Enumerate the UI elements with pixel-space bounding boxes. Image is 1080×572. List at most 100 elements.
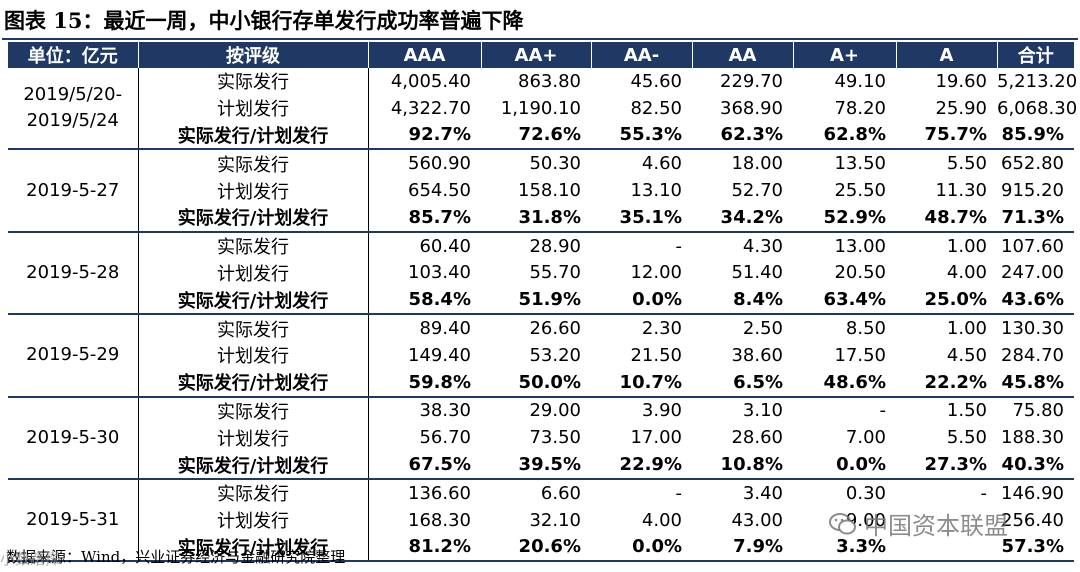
cell-total: 284.70 (1001, 344, 1064, 366)
cell-total: 40.3% (997, 451, 1074, 480)
table-row: 计划发行 149.40 53.20 21.50 38.60 17.50 4.50 284.70 (8, 341, 1074, 369)
cell-a-plus: 25.50 (834, 180, 886, 202)
cell-aa: 28.60 (731, 427, 783, 449)
table-row: 计划发行 168.30 32.10 4.00 43.00 9.00 256.40 (8, 506, 1074, 534)
header-aaa: AAA (367, 42, 481, 68)
cell-a: 1.00 (946, 235, 987, 257)
row-label: 实际发行/计划发行 (138, 203, 369, 233)
cell-aa: 18.00 (731, 153, 783, 175)
ratio-row: 实际发行/计划发行 67.5% 39.5% 22.9% 10.8% 0.0% 27.3% 40… (8, 451, 1074, 480)
cell-a-plus: 13.00 (834, 235, 886, 257)
date-cell: 2019-5-29 (8, 314, 139, 398)
cell-aa-minus: 21.50 (630, 344, 682, 366)
cell-total: 43.6% (997, 286, 1074, 316)
cell-aa: 62.3% (692, 121, 793, 151)
cell-aa-plus: 51.9% (481, 286, 591, 316)
cell-aa-plus: 863.80 (518, 70, 581, 92)
cell-total: 5,213.20 (997, 70, 1078, 92)
ratio-row: 实际发行/计划发行 58.4% 51.9% 0.0% 8.4% 63.4% 25.0% 43.… (8, 286, 1074, 316)
cell-aa-minus: 2.30 (641, 318, 682, 340)
cell-a-plus: 62.8% (793, 121, 896, 151)
ratio-row: 实际发行/计划发行 85.7% 31.8% 35.1% 34.2% 52.9% 48.7% 7… (8, 203, 1074, 233)
cell-aa: 3.40 (742, 482, 783, 504)
cell-total: 256.40 (1001, 509, 1064, 531)
cell-aaa: 85.7% (368, 203, 481, 233)
cell-aaa: 59.8% (368, 368, 481, 398)
cell-a: - (980, 482, 988, 504)
cell-aa-minus: 4.00 (641, 509, 682, 531)
cell-a-plus: 48.6% (793, 368, 896, 398)
cell-a: 25.90 (935, 97, 987, 119)
cell-aa: 7.9% (692, 533, 793, 563)
cell-a: 27.3% (896, 451, 997, 480)
cell-aa-minus: 4.60 (641, 153, 682, 175)
cell-aa: 4.30 (742, 235, 783, 257)
header-rating: 按评级 (137, 42, 368, 68)
table-row: 2019-5-31 实际发行 136.60 6.60-3.40 0.30-146.90 (8, 478, 1074, 563)
table-row: 2019-5-29 实际发行 89.40 26.60 2.30 2.50 8.50 1.00 1… (8, 314, 1074, 398)
cell-a-plus: 13.50 (834, 153, 886, 175)
cell-total: 915.20 (1001, 180, 1064, 202)
cell-aa-plus: 6.60 (540, 482, 581, 504)
cell-aa-minus: 35.1% (591, 203, 692, 233)
table-row: 计划发行 56.70 73.50 17.00 28.60 7.00 5.50 188.30 (8, 424, 1074, 452)
cell-a-plus: 7.00 (845, 427, 886, 449)
table-row: 计划发行 103.40 55.70 12.00 51.40 20.50 4.00 247.00 (8, 259, 1074, 287)
cell-aa-minus: 12.00 (630, 262, 682, 284)
table-row: 2019-5-30 实际发行 38.30 29.00 3.90 3.10 - 1.50 75.8… (8, 396, 1074, 480)
cell-aa-minus: 55.3% (591, 121, 692, 151)
date-cell: 2019/5/20- 2019/5/24 (8, 68, 139, 151)
row-label: 计划发行 (138, 341, 369, 369)
table-row: 2019-5-28 实际发行 60.40 28.90 - 4.30 13.00 1.00 107… (8, 231, 1074, 316)
cell-aa-plus: 39.5% (481, 451, 591, 480)
date-cell: 2019-5-31 (8, 478, 139, 563)
cell-aaa: 103.40 (408, 262, 471, 284)
cell-aaa: 136.60 (408, 482, 471, 504)
row-label: 实际发行/计划发行 (138, 121, 369, 151)
cell-aa-plus: 53.20 (529, 344, 581, 366)
cell-a-plus: 0.0% (793, 451, 896, 480)
cell-aa-plus: 55.70 (529, 262, 581, 284)
cell-aaa: 4,005.40 (390, 70, 471, 92)
cell-a: 25.0% (896, 286, 997, 316)
cell-aa-plus: 29.00 (529, 400, 581, 422)
cell-aa-plus: 73.50 (529, 427, 581, 449)
cell-aaa: 67.5% (368, 451, 481, 480)
watermark: 中国资本联盟 (828, 506, 1008, 541)
cell-a: 22.2% (896, 368, 997, 398)
cell-aa: 229.70 (720, 70, 783, 92)
row-label: 计划发行 (138, 506, 369, 534)
cell-aa-minus: - (675, 482, 683, 504)
cell-aa: 3.10 (742, 400, 783, 422)
row-label: 实际发行/计划发行 (138, 533, 369, 563)
row-label: 实际发行 (138, 478, 369, 507)
table-row: 2019-5-27 实际发行 560.90 50.30 4.60 18.00 13.50 5.… (8, 149, 1074, 233)
cell-aa-minus: 45.60 (630, 70, 682, 92)
header-total: 合计 (996, 42, 1074, 68)
cell-aaa: 4,322.70 (390, 97, 471, 119)
cell-aa-plus: 72.6% (481, 121, 591, 151)
cell-aa: 6.5% (692, 368, 793, 398)
date-cell: 2019-5-28 (8, 231, 139, 316)
table-row: 计划发行 654.50 158.10 13.10 52.70 25.50 11.30 915.… (8, 177, 1074, 204)
cell-a: 75.7% (896, 121, 997, 151)
cell-aa: 10.8% (692, 451, 793, 480)
cell-total: 652.80 (1001, 153, 1064, 175)
ratio-row: 实际发行/计划发行 92.7% 72.6% 55.3% 62.3% 62.8% 75.7% 8… (8, 121, 1074, 151)
header-aa: AA (691, 42, 793, 68)
figure-title: 图表 15：最近一周，中小银行存单发行成功率普遍下降 (4, 8, 524, 33)
cell-a-plus: 0.30 (845, 482, 886, 504)
cell-aa-plus: 158.10 (518, 180, 581, 202)
cell-aaa: 81.2% (368, 533, 481, 563)
row-label: 计划发行 (138, 259, 369, 287)
cell-a: 5.50 (946, 427, 987, 449)
row-label: 计划发行 (138, 424, 369, 452)
row-label: 计划发行 (138, 94, 369, 122)
cell-aa: 43.00 (731, 509, 783, 531)
cell-aa-minus: 10.7% (591, 368, 692, 398)
cell-aaa: 60.40 (419, 235, 471, 257)
row-label: 实际发行 (138, 314, 369, 342)
cell-total: 130.30 (1001, 318, 1064, 340)
cell-aaa: 56.70 (419, 427, 471, 449)
table-row: 计划发行 4,322.70 1,190.10 82.50 368.90 78.20 25.9… (8, 94, 1077, 122)
